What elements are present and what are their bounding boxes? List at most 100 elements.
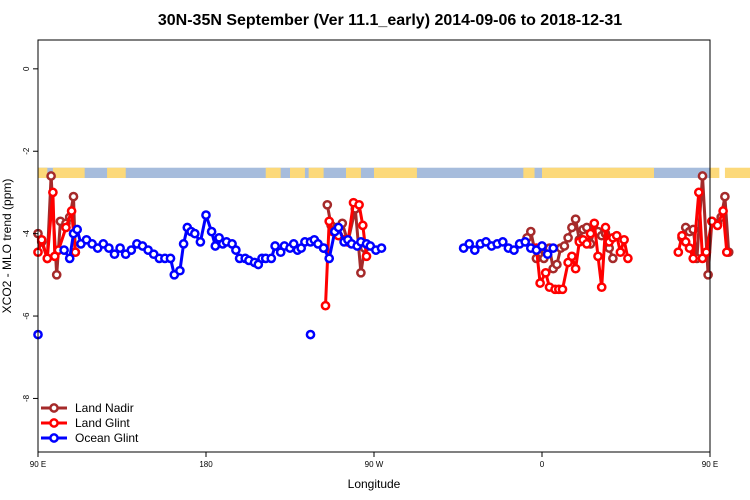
data-point-land-glint [42,253,53,264]
land-band-segment [308,167,324,179]
land-band-segment [374,167,417,179]
data-point-ocean-glint [59,245,69,255]
data-point-land-glint [36,234,47,245]
x-tick-label: 90 W [365,460,384,469]
legend-item-ocean-glint: Ocean Glint [41,431,139,445]
legend-label: Land Nadir [75,401,134,415]
data-point-land-glint [324,216,335,227]
series-layer [33,171,734,340]
y-tick-label: 0 [22,66,31,71]
data-point-ocean-glint [104,243,114,253]
land-band-segment [52,167,85,179]
x-tick-label: 0 [540,460,545,469]
data-point-ocean-glint [72,224,83,235]
data-point-ocean-glint [175,265,185,276]
data-point-ocean-glint [537,241,547,251]
data-point-land-glint [718,206,728,216]
data-point-ocean-glint [231,245,241,255]
land-band-segment [107,167,126,179]
data-point-ocean-glint [497,237,508,247]
data-point-land-glint [623,253,633,264]
land-band-segment [38,167,48,179]
data-point-ocean-glint [270,241,280,251]
data-point-land-glint [585,228,596,239]
data-point-land-glint [693,187,704,198]
data-point-land-nadir [51,269,62,280]
data-point-ocean-glint [509,245,519,255]
y-tick-label: -4 [22,230,31,238]
data-point-ocean-glint [542,249,553,260]
data-point-land-glint [540,267,551,278]
x-tick-label: 90 E [702,460,718,469]
land-band-segment [346,167,361,179]
data-point-ocean-glint [324,253,335,264]
land-band-segment [710,167,720,179]
data-point-land-nadir [697,171,708,181]
data-point-ocean-glint [178,239,189,249]
data-point-ocean-glint [548,243,559,253]
data-point-ocean-glint [206,226,217,237]
land-band-segment [542,167,654,179]
data-point-land-glint [581,239,592,249]
data-point-land-nadir [356,267,366,278]
land-band-segment [290,167,305,179]
data-point-ocean-glint [109,249,120,260]
data-point-ocean-glint [520,237,531,247]
data-point-land-nadir [559,241,570,251]
data-point-land-glint [688,253,699,264]
data-point-land-nadir [570,214,581,225]
land-ocean-band [38,167,750,179]
land-band-segment [523,167,535,179]
data-point-ocean-glint [464,239,475,249]
data-point-land-glint [535,278,545,288]
data-point-land-glint [619,234,629,245]
data-point-ocean-glint [318,243,329,253]
data-point-land-glint [615,247,626,258]
legend-item-land-nadir: Land Nadir [41,401,134,415]
data-point-land-glint [600,222,611,233]
data-point-ocean-glint [189,228,200,239]
axis-layer: 90 E 180 90 W 0 90 E 0 -2 -4 -6 -8 [22,66,718,469]
data-point-land-nadir [525,226,536,237]
legend-swatch-marker [49,418,59,428]
data-point-land-nadir [563,232,573,243]
data-point-land-glint [596,282,607,293]
data-point-ocean-glint [126,245,137,255]
legend-label: Land Glint [75,416,130,430]
y-tick-label: -2 [22,147,31,155]
data-point-land-glint [611,230,622,241]
data-point-land-glint [589,218,600,229]
data-point-land-glint [354,199,364,210]
land-band-segment [265,167,281,179]
data-point-land-glint [593,251,603,262]
data-point-land-glint [320,300,331,311]
x-axis-label: Longitude [348,477,401,491]
legend-item-land-glint: Land Glint [41,416,130,430]
data-point-land-nadir [552,259,562,270]
x-tick-label: 180 [199,460,213,469]
land-band-segment [724,167,750,179]
data-point-land-glint [61,222,71,233]
y-axis-label: XCO2 - MLO trend (ppm) [0,179,14,314]
y-tick-label: -8 [22,394,31,402]
data-point-land-nadir [46,171,56,181]
data-point-land-glint [557,284,568,295]
data-point-land-nadir [720,191,730,202]
data-point-ocean-glint [469,245,480,255]
series-ocean-glint [33,210,559,340]
chart-title: 30N-35N September (Ver 11.1_early) 2014-… [158,12,622,29]
data-point-land-glint [712,220,723,231]
data-point-land-nadir [703,269,713,280]
legend-label: Ocean Glint [75,431,139,445]
x-tick-label: 90 E [30,460,46,469]
legend-swatch-marker [49,433,59,443]
data-point-ocean-glint [165,253,176,264]
data-point-land-glint [701,247,712,258]
data-point-land-nadir [322,199,333,210]
data-point-ocean-glint [266,253,277,264]
data-point-ocean-glint [195,237,206,247]
data-point-land-nadir [68,191,79,202]
data-point-land-nadir [608,253,618,264]
data-point-land-glint [567,251,577,262]
